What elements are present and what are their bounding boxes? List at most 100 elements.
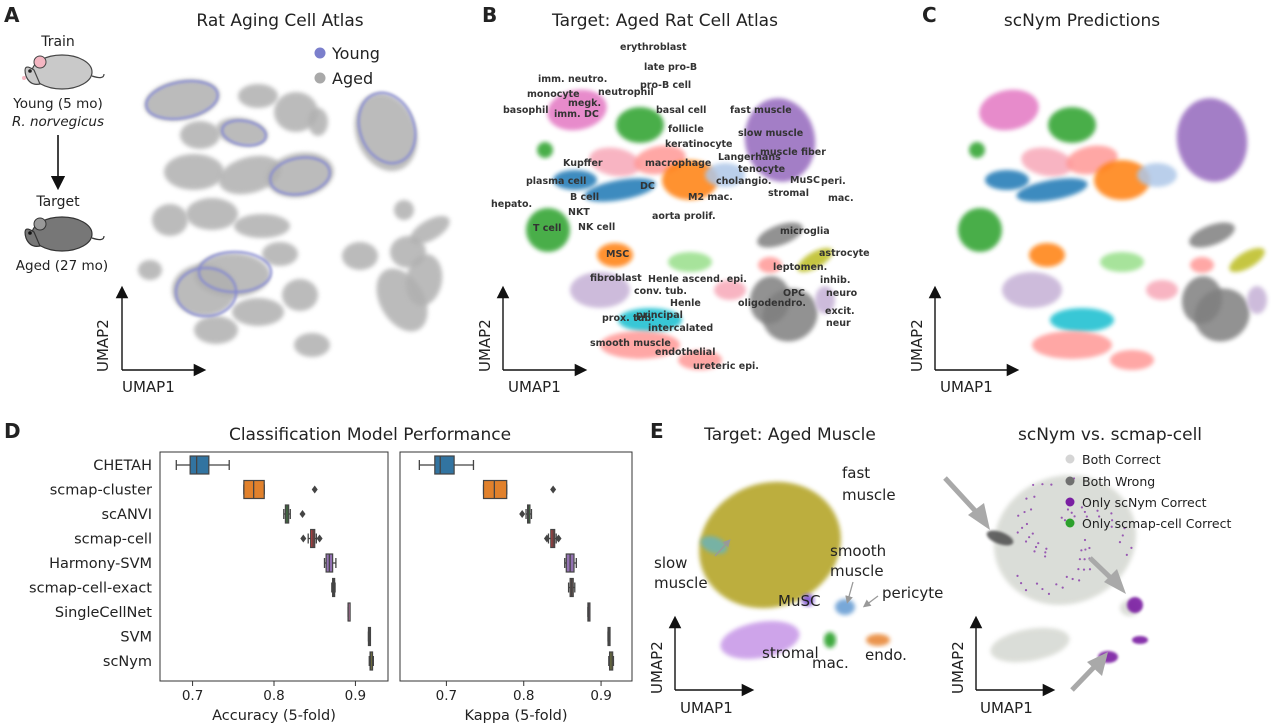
muscle-type-label: muscle [842, 486, 896, 504]
panel-e-title-left: Target: Aged Muscle [703, 425, 876, 445]
umap-c-ylabel: UMAP2 [908, 319, 926, 372]
method-label: SingleCellNet [55, 605, 152, 621]
panel-c-title: scNym Predictions [1004, 11, 1160, 31]
umap-c-xlabel: UMAP1 [940, 378, 993, 396]
umap-a-axes: UMAP1 UMAP2 [94, 285, 207, 396]
legend-only-scmap-label: Only scmap-cell Correct [1082, 516, 1231, 531]
boxplot-frame [399, 451, 633, 682]
comparison-umap-xlabel: UMAP1 [980, 699, 1033, 717]
x-tick-label: 0.8 [263, 688, 284, 704]
x-tick-label: 0.7 [436, 688, 457, 704]
panel-b: B Target: Aged Rat Cell Atlas erythrobla… [476, 3, 870, 396]
cell-type-label: macrophage [645, 158, 711, 169]
legend-only-scnym-label: Only scNym Correct [1082, 495, 1207, 510]
method-label: scmap-cluster [50, 483, 152, 499]
muscle-type-label: slow [654, 554, 687, 572]
cell-type-label: slow muscle [738, 128, 803, 139]
umap-b-axes: UMAP1 UMAP2 [476, 285, 588, 396]
outlier-marker [543, 534, 550, 543]
cell-type-label: B cell [570, 192, 599, 203]
cell-type-label: ureteric epi. [693, 361, 759, 372]
legend-only-scmap-marker [1065, 518, 1075, 528]
muscle-type-label: smooth [830, 542, 886, 560]
cell-type-label: Langerhans [718, 152, 781, 163]
cell-type-label: fibroblast [590, 273, 642, 284]
young-mouse-icon [22, 54, 105, 90]
panel-a: A Rat Aging Cell Atlas Train Young (5 mo… [4, 3, 450, 396]
cell-type-label: prox. tub. [602, 313, 655, 324]
method-label: scANVI [102, 507, 153, 523]
legend-both-correct-marker [1065, 454, 1075, 464]
cell-type-label: aorta prolif. [652, 211, 716, 222]
legend-only-scnym-marker [1065, 497, 1075, 507]
target-label: Target [35, 194, 80, 210]
comparison-arrows [943, 476, 1126, 692]
outlier-marker [316, 534, 323, 543]
comparison-arrow-1 [943, 476, 982, 518]
box-CHETAH [434, 455, 455, 475]
cell-type-label: inhib. [820, 275, 850, 286]
cell-type-label: peri. [821, 176, 846, 187]
cell-type-label: late pro-B [644, 62, 697, 73]
cell-type-label: imm. DC [554, 109, 599, 120]
legend-both-wrong-label: Both Wrong [1082, 474, 1155, 489]
muscle-umap-scatter [699, 481, 890, 660]
panel-d-title: Classification Model Performance [229, 425, 511, 445]
muscle-umap-ylabel: UMAP2 [648, 641, 666, 694]
cell-type-label: principal [636, 310, 683, 321]
legend-both-correct-label: Both Correct [1082, 452, 1161, 467]
outlier-marker [550, 485, 557, 494]
cell-type-label: plasma cell [526, 176, 586, 187]
x-tick-label: 0.9 [590, 688, 611, 704]
cell-type-label: NKT [568, 207, 590, 218]
comparison-umap-scatter [986, 475, 1148, 663]
panel-letter-e: E [650, 419, 664, 443]
cell-type-label: NK cell [578, 222, 615, 233]
cell-type-label: monocyte [527, 89, 580, 100]
cell-type-label: smooth muscle [590, 338, 671, 349]
panel-a-title: Rat Aging Cell Atlas [196, 11, 363, 31]
outlier-marker [519, 510, 526, 518]
muscle-type-label: mac. [812, 654, 849, 672]
panel-letter-b: B [482, 3, 497, 27]
x-tick-label: 0.7 [182, 688, 203, 704]
cell-type-label: neur [826, 318, 851, 329]
cell-type-label: DC [640, 181, 655, 192]
train-label: Train [40, 34, 75, 50]
panel-e-title-right: scNym vs. scmap-cell [1018, 425, 1202, 445]
panel-c: C scNym Predictions UMAP1 UMAP2 [908, 3, 1267, 396]
cell-type-label: basophil [503, 105, 548, 116]
muscle-type-label: muscle [830, 562, 884, 580]
cell-type-label: M2 mac. [688, 192, 733, 203]
comparison-umap-ylabel: UMAP2 [949, 641, 967, 694]
train-desc: Young (5 mo) [12, 96, 103, 112]
cell-type-label: tenocyte [738, 164, 785, 175]
cell-type-label: MuSC [790, 175, 820, 186]
cell-type-label: basal cell [656, 105, 706, 116]
panel-b-title: Target: Aged Rat Cell Atlas [551, 11, 778, 31]
panel-letter-d: D [4, 419, 21, 443]
cell-type-label: neutrophil [598, 87, 654, 98]
cell-type-label: T cell [533, 223, 561, 234]
method-label: SVM [120, 630, 152, 646]
umap-a-scatter [138, 79, 450, 357]
muscle-type-label: stromal [762, 644, 819, 662]
method-label: scmap-cell-exact [29, 581, 152, 597]
umap-c-axes: UMAP1 UMAP2 [908, 285, 1020, 396]
aged-mouse-icon [24, 216, 105, 252]
x-tick-label: 0.9 [345, 688, 366, 704]
muscle-type-label: endo. [865, 646, 907, 664]
boxplot-xlabel: Kappa (5-fold) [464, 708, 567, 724]
muscle-type-label: MuSC [778, 592, 820, 610]
boxplot-xlabel: Accuracy (5-fold) [212, 708, 336, 724]
cell-type-label: OPC [783, 288, 805, 299]
x-tick-label: 0.8 [513, 688, 534, 704]
cell-type-label: MSC [606, 249, 629, 260]
cell-type-label: keratinocyte [665, 139, 733, 150]
cell-type-label: Henle ascend. epi. [648, 274, 747, 285]
muscle-type-label: pericyte [882, 584, 943, 602]
cell-type-label: intercalated [648, 323, 713, 334]
cell-type-label: follicle [668, 124, 704, 135]
cell-type-label: oligodendro. [738, 298, 806, 309]
muscle-type-label: muscle [654, 574, 708, 592]
